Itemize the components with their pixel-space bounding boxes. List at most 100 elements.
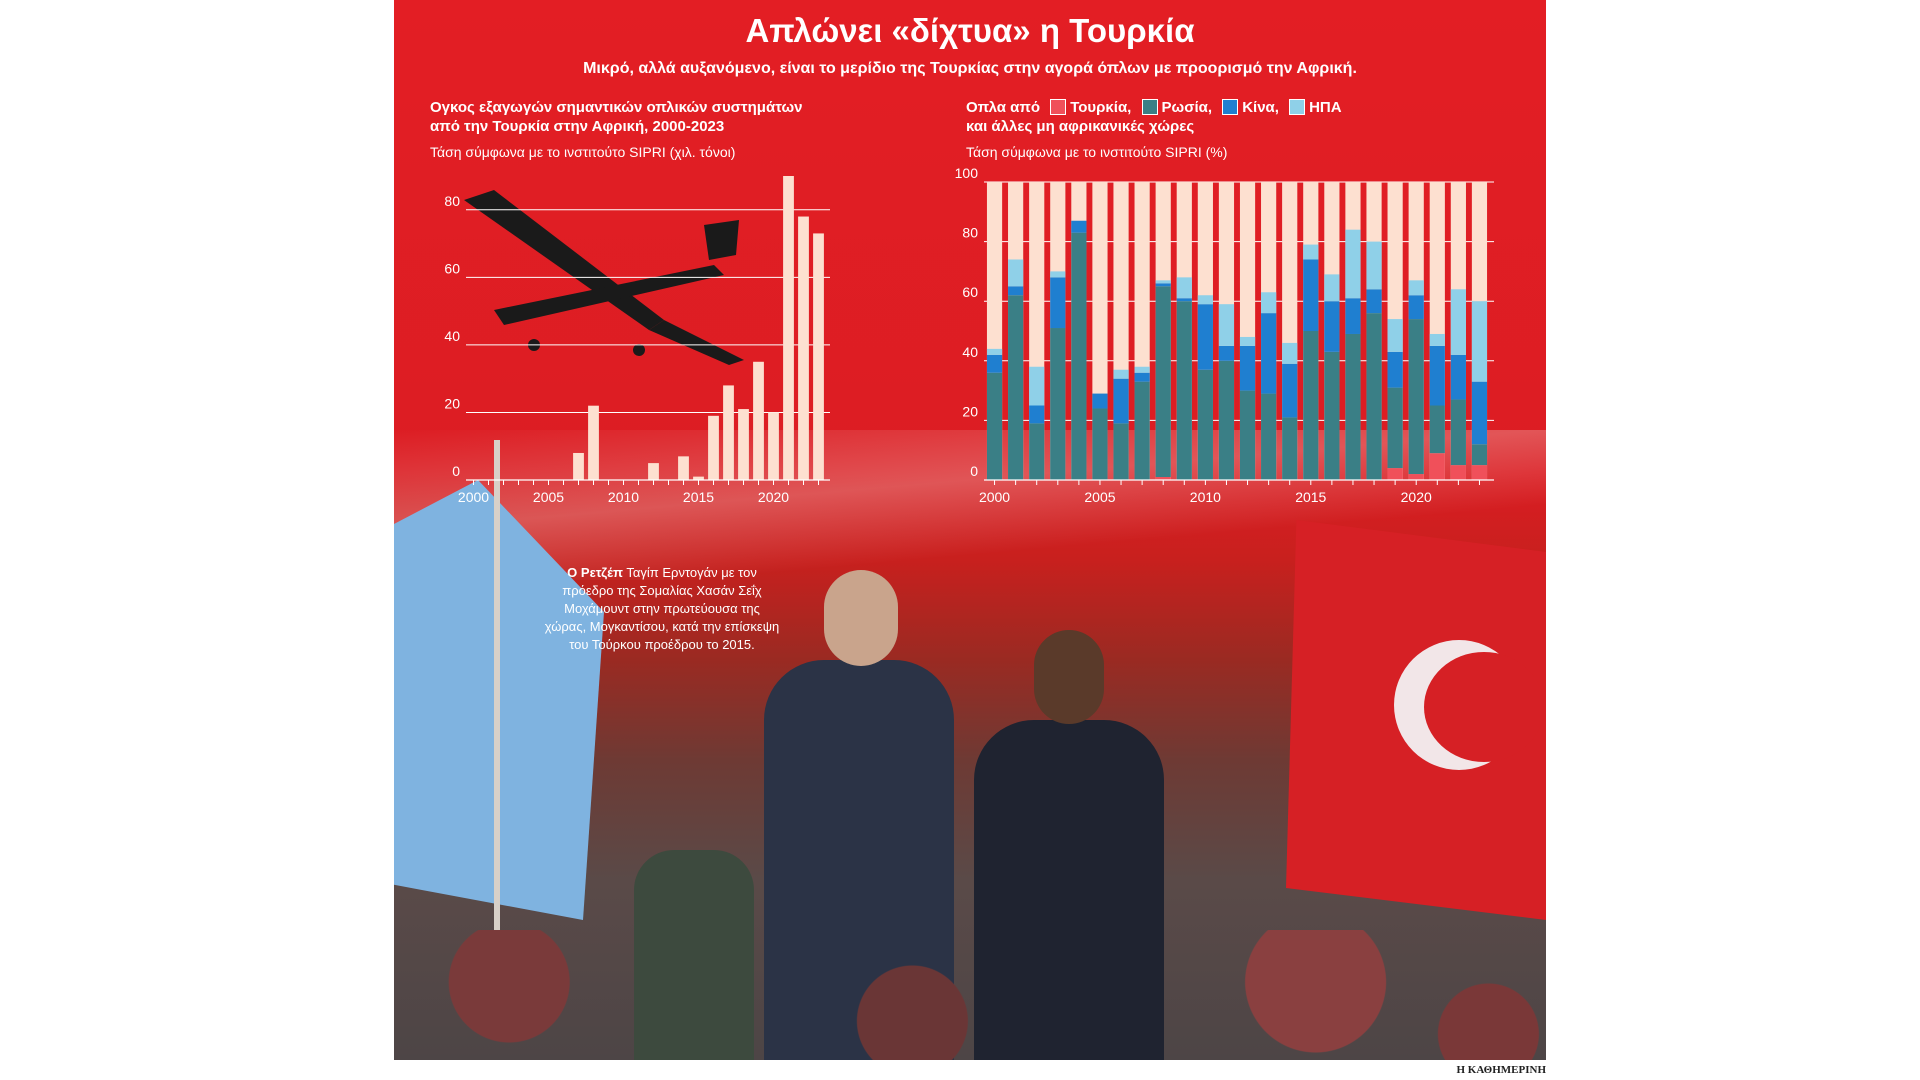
bar-segment xyxy=(1408,319,1424,475)
left-chart-title: Ογκος εξαγωγών σημαντικών οπλικών συστημ… xyxy=(430,98,870,136)
bar xyxy=(573,452,584,480)
bar-segment xyxy=(1303,331,1319,480)
legend-swatch-china xyxy=(1222,99,1239,115)
drone-icon xyxy=(464,190,744,365)
bar-segment xyxy=(1176,277,1192,299)
bar-segment xyxy=(1113,423,1129,480)
bar-segment xyxy=(1450,354,1466,400)
right-chart-title-prefix: Οπλα από xyxy=(966,99,1041,116)
bar-segment xyxy=(1176,298,1192,302)
bar-segment xyxy=(1239,390,1256,480)
y-tick-label: 60 xyxy=(962,284,978,300)
bar xyxy=(678,456,689,480)
bar-segment xyxy=(1303,244,1319,260)
bar-segment xyxy=(1471,381,1488,445)
bar xyxy=(768,412,779,480)
legend-swatch-russia xyxy=(1141,99,1158,115)
y-tick-label: 40 xyxy=(444,328,460,344)
y-tick-label: 100 xyxy=(955,165,979,181)
y-tick-label: 60 xyxy=(444,260,460,276)
crowd-heads xyxy=(394,930,1546,1060)
bar xyxy=(783,176,794,480)
bar-segment xyxy=(1197,369,1213,480)
bar-segment xyxy=(1282,342,1298,364)
bar-segment xyxy=(1324,274,1340,302)
bar-segment xyxy=(1450,399,1466,466)
source-credit: Η ΚΑΘΗΜΕΡΙΝΗ xyxy=(1456,1064,1547,1076)
bar-segment xyxy=(1429,453,1445,480)
bar-segment xyxy=(1092,393,1108,409)
bar-segment xyxy=(1303,259,1319,331)
bar-segment xyxy=(1282,363,1298,418)
bar-segment xyxy=(1366,241,1382,290)
bar-segment xyxy=(1345,229,1361,299)
x-tick-label: 2020 xyxy=(1401,489,1432,505)
legend-item-turkey: Τουρκία, xyxy=(1050,98,1131,117)
y-tick-label: 20 xyxy=(444,395,460,411)
bar-segment xyxy=(1113,369,1129,379)
bar-segment xyxy=(1261,292,1277,314)
y-tick-label: 80 xyxy=(962,225,978,241)
bar-segment xyxy=(1387,319,1403,352)
left-chart: 0 20 40 60 80 2000 2005 2010 2015 2020 xyxy=(444,176,830,505)
bar-segment xyxy=(1155,286,1171,478)
bar-segment xyxy=(1176,301,1192,480)
bar-segment xyxy=(1366,289,1382,314)
x-tick-label: 2010 xyxy=(1190,489,1221,505)
page-subtitle: Μικρό, αλλά αυξανόμενο, είναι το μερίδιο… xyxy=(583,60,1357,77)
bar-segment xyxy=(1471,301,1488,382)
y-tick-label: 20 xyxy=(962,403,978,419)
bar-segment xyxy=(1218,304,1235,346)
bar-segment xyxy=(1008,259,1024,287)
bar xyxy=(648,463,659,480)
bar-segment xyxy=(986,348,1003,355)
bar-segment xyxy=(1008,286,1024,296)
right-chart-title: Οπλα από Τουρκία, Ρωσία, Κίνα, ΗΠΑ και ά… xyxy=(966,98,1486,136)
bar-segment xyxy=(1450,289,1466,355)
bar-segment xyxy=(1134,381,1150,480)
x-tick-label: 2010 xyxy=(608,489,639,505)
legend-swatch-turkey xyxy=(1050,99,1067,115)
bar-segment xyxy=(1113,378,1129,424)
bar-segment xyxy=(986,372,1003,480)
legend-label-russia: Ρωσία, xyxy=(1161,99,1213,116)
bar-segment xyxy=(1134,366,1150,373)
right-chart-legend: Οπλα από Τουρκία, Ρωσία, Κίνα, ΗΠΑ xyxy=(966,98,1486,117)
bar-segment xyxy=(1324,351,1340,480)
x-tick-label: 2020 xyxy=(758,489,789,505)
legend-item-usa: ΗΠΑ xyxy=(1289,98,1342,117)
bar-segment xyxy=(1450,465,1466,480)
bar-segment xyxy=(1029,366,1045,406)
bar xyxy=(708,415,719,480)
left-chart-note: Τάση σύμφωνα με το ινστιτούτο SIPRI (χιλ… xyxy=(430,144,736,160)
bar-segment xyxy=(1324,301,1340,352)
y-tick-label: 0 xyxy=(452,463,460,479)
bar-segment xyxy=(1029,423,1045,480)
page-title: Απλώνει «δίχτυα» η Τουρκία xyxy=(745,12,1195,49)
bar-segment xyxy=(1239,345,1256,391)
bar-segment xyxy=(1071,220,1087,233)
bar xyxy=(798,216,809,480)
caption-text: Ταγίπ Ερντογάν με τον πρόεδρο της Σομαλί… xyxy=(544,565,780,652)
y-tick-label: 0 xyxy=(970,463,978,479)
bar-segment xyxy=(1092,408,1108,480)
bar-segment xyxy=(1197,304,1213,370)
x-tick-label: 2015 xyxy=(1295,489,1326,505)
right-chart-title-line2: και άλλες μη αφρικανικές χώρες xyxy=(966,118,1195,135)
bar-segment xyxy=(1155,280,1171,284)
legend-label-china: Κίνα, xyxy=(1242,99,1279,116)
bar-segment xyxy=(1050,271,1066,278)
bar xyxy=(813,233,824,480)
turkish-flag-crescent-cut xyxy=(1424,652,1544,762)
bar-segment xyxy=(1218,345,1235,361)
bar-segment xyxy=(1218,360,1235,480)
person-right-head xyxy=(1034,630,1104,724)
y-tick-label: 80 xyxy=(444,193,460,209)
x-tick-label: 2015 xyxy=(683,489,714,505)
bar-segment xyxy=(1008,295,1024,480)
bar-segment xyxy=(1387,468,1403,480)
x-tick-label: 2005 xyxy=(1084,489,1115,505)
bar-segment xyxy=(1471,444,1488,466)
bar-segment xyxy=(1134,372,1150,382)
x-tick-label: 2000 xyxy=(458,489,489,505)
